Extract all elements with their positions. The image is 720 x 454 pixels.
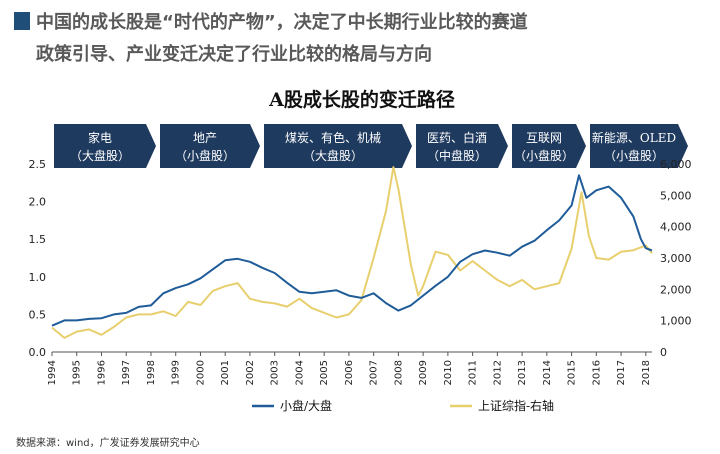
- x-tick-label: 2010: [443, 360, 454, 385]
- x-tick-label: 2004: [294, 360, 305, 385]
- phase-banner-shape: [590, 124, 688, 168]
- phase-banner-sector: 煤炭、有色、机械: [285, 130, 381, 145]
- phase-banner-size: （大盘股）: [303, 148, 363, 163]
- x-tick-label: 1995: [72, 360, 83, 385]
- y-right-tick-label: 0: [660, 346, 667, 359]
- phase-banner-shape: [264, 124, 412, 168]
- phase-banner: 互联网 （小盘股）: [512, 124, 586, 168]
- slide-header: 中国的成长股是“时代的产物”，决定了中长期行业比较的赛道 政策引导、产业变迁决定…: [0, 0, 720, 72]
- x-tick-label: 2007: [369, 360, 380, 385]
- y-left-tick-label: 0.0: [29, 346, 47, 359]
- phase-banner-sector: 地产: [193, 131, 217, 145]
- phase-banner: 医药、白酒 （中盘股）: [416, 124, 508, 168]
- x-tick-label: 2016: [591, 360, 602, 385]
- growth-stock-chart: A股成长股的变迁路径 家电 （大盘股） 地产 （小盘股） 煤炭、有色、机械 （大盘股） 医药…: [29, 88, 692, 413]
- x-tick-label: 2003: [270, 360, 281, 385]
- y-left-tick-label: 0.5: [29, 308, 47, 321]
- x-tick-label: 2006: [344, 360, 355, 385]
- x-tick-label: 2015: [567, 360, 578, 385]
- chart-title: A股成长股的变迁路径: [268, 88, 455, 111]
- x-tick-label: 2009: [418, 360, 429, 385]
- x-tick-label: 2017: [616, 360, 627, 385]
- y-right-tick-label: 6,000: [660, 158, 692, 171]
- shanghai-index-line: [51, 166, 653, 339]
- phase-banner: 家电 （大盘股）: [54, 124, 156, 168]
- y-right-tick-label: 3,000: [660, 252, 692, 265]
- y-left-tick-label: 1.5: [29, 233, 47, 246]
- x-tick-label: 2014: [542, 360, 553, 385]
- chart-legend: 小盘/大盘 上证综指-右轴: [252, 398, 554, 413]
- phase-banner: 地产 （小盘股）: [160, 124, 260, 168]
- phase-banner-sector: 医药、白酒: [427, 130, 487, 145]
- y-right-tick-label: 1,000: [660, 315, 692, 328]
- phase-banner: 新能源、OLED （小盘股）: [590, 124, 688, 168]
- chart-series: [51, 166, 653, 339]
- y-left-tick-label: 2.5: [29, 158, 47, 171]
- x-tick-label: 2013: [517, 360, 528, 385]
- phase-banner-sector: 新能源、OLED: [592, 130, 676, 145]
- chart-axes: 1994 1995 1996 1997 1998 1999 2000 2001 2002 2003…: [29, 158, 692, 385]
- phase-banner-size: （大盘股）: [70, 148, 130, 163]
- x-tick-label: 2011: [468, 360, 479, 385]
- x-tick-label: 1998: [146, 360, 157, 385]
- legend-label: 小盘/大盘: [280, 398, 332, 413]
- phase-banner-size: （中盘股）: [427, 148, 487, 163]
- x-tick-label: 2001: [220, 360, 231, 385]
- x-tick-label: 1994: [47, 360, 58, 385]
- x-tick-label: 1999: [171, 360, 182, 385]
- phase-banner-size: （小盘股）: [175, 148, 235, 163]
- legend-label: 上证综指-右轴: [478, 398, 554, 413]
- phase-banner-shape: [512, 124, 586, 168]
- small-large-ratio-line: [51, 174, 653, 327]
- phase-banner-shape: [160, 124, 260, 168]
- phase-banner: 煤炭、有色、机械 （大盘股）: [264, 124, 412, 168]
- phase-banner-sector: 互联网: [526, 131, 562, 145]
- x-tick-label: 2005: [319, 360, 330, 385]
- phase-banner-size: （小盘股）: [604, 148, 664, 163]
- x-tick-label: 1996: [96, 360, 107, 385]
- phase-banner-shape: [416, 124, 508, 168]
- phase-banner-sector: 家电: [88, 130, 112, 145]
- y-right-tick-label: 5,000: [660, 189, 692, 202]
- data-source-note: 数据来源：wind，广发证券发展研究中心: [16, 438, 200, 449]
- x-tick-label: 2018: [641, 360, 652, 385]
- x-tick-label: 1997: [121, 360, 132, 385]
- x-tick-label: 2012: [492, 360, 503, 385]
- header-title: 中国的成长股是“时代的产物”，决定了中长期行业比较的赛道: [36, 12, 528, 33]
- x-tick-label: 2008: [393, 360, 404, 385]
- header-subtitle: 政策引导、产业变迁决定了行业比较的格局与方向: [36, 44, 432, 65]
- header-marker: [14, 12, 30, 30]
- y-left-tick-label: 1.0: [29, 271, 47, 284]
- phase-banners: 家电 （大盘股） 地产 （小盘股） 煤炭、有色、机械 （大盘股） 医药、白酒 （中盘股） 互联网…: [54, 124, 688, 168]
- x-tick-label: 2002: [245, 360, 256, 385]
- phase-banner-shape: [54, 124, 156, 168]
- phase-banner-size: （小盘股）: [514, 148, 574, 163]
- x-tick-label: 2000: [195, 360, 206, 385]
- y-right-tick-label: 4,000: [660, 221, 692, 234]
- y-right-tick-label: 2,000: [660, 283, 692, 296]
- y-left-tick-label: 2.0: [29, 196, 47, 209]
